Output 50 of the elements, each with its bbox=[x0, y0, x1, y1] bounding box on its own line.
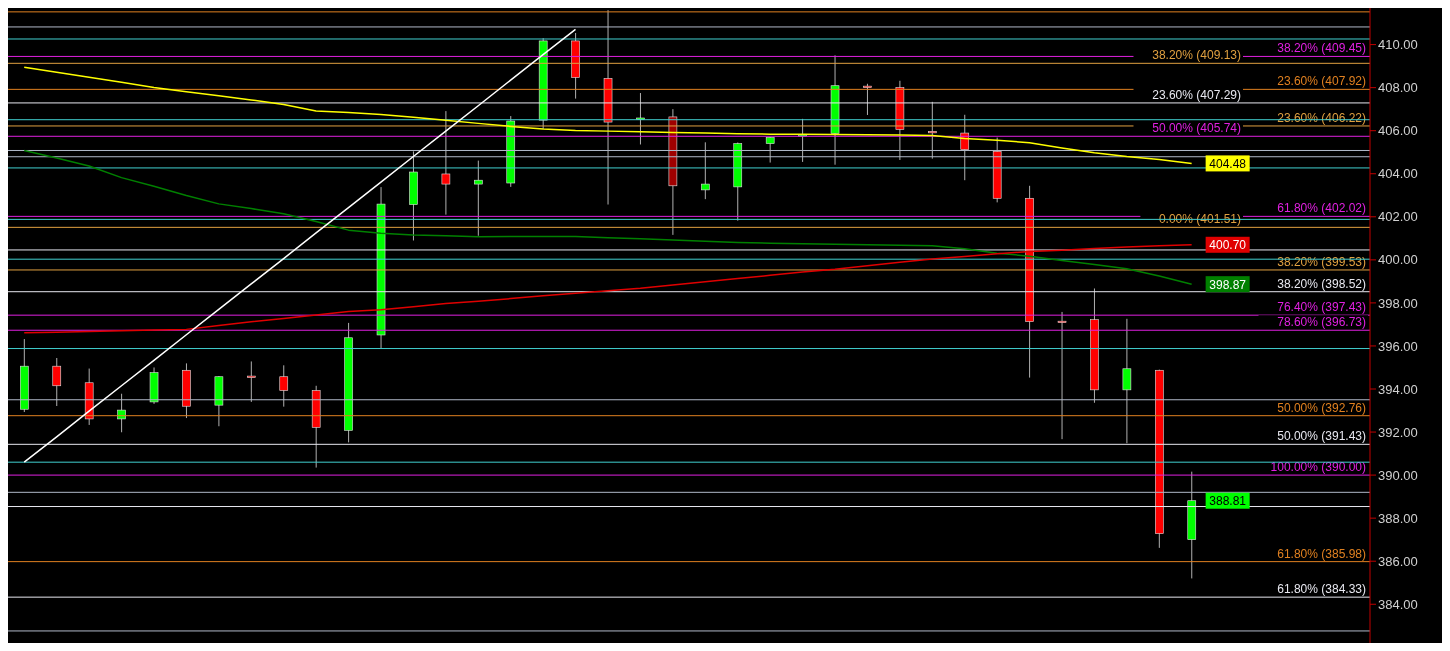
candlestick bbox=[701, 141, 710, 200]
candlestick bbox=[928, 101, 937, 160]
annotation: 398.87 bbox=[1209, 277, 1247, 292]
ref-line-label: 23.60% (407.92) bbox=[1277, 74, 1366, 89]
y-tick-label: 386.00 bbox=[1378, 553, 1418, 569]
ref-line-label: 50.00% (391.43) bbox=[1277, 429, 1366, 444]
ref-line-label: 38.20% (409.13) bbox=[1152, 48, 1241, 63]
candlestick bbox=[474, 160, 483, 237]
candlestick bbox=[1057, 311, 1067, 440]
line-series bbox=[23, 244, 1193, 334]
candlestick bbox=[52, 357, 62, 407]
y-tick-label: 400.00 bbox=[1378, 252, 1418, 268]
ref-line-label: 38.20% (398.52) bbox=[1277, 276, 1366, 291]
candlestick bbox=[279, 364, 289, 408]
y-tick-label: 402.00 bbox=[1378, 209, 1418, 225]
annotation: 400.70 bbox=[1209, 238, 1247, 253]
line-series bbox=[23, 28, 577, 463]
ref-line-label: 23.60% (407.29) bbox=[1152, 87, 1241, 102]
ref-line-label: 78.60% (396.73) bbox=[1277, 315, 1366, 330]
y-tick-label: 388.00 bbox=[1378, 510, 1418, 526]
candlestick bbox=[863, 83, 872, 116]
candlestick bbox=[960, 114, 970, 181]
ref-line-label: 50.00% (405.74) bbox=[1152, 121, 1241, 136]
ref-line-label: 100.00% (390.00) bbox=[1270, 460, 1366, 475]
ref-line-label: 50.00% (392.76) bbox=[1277, 400, 1366, 415]
y-tick-label: 398.00 bbox=[1378, 295, 1418, 311]
ref-line-label: 61.80% (402.02) bbox=[1277, 201, 1366, 216]
ref-line-label: 61.80% (385.98) bbox=[1277, 546, 1366, 561]
annotation: 404.48 bbox=[1209, 156, 1247, 171]
candlestick bbox=[636, 92, 645, 145]
candlestick bbox=[441, 110, 451, 216]
ref-line-label: 61.80% (384.33) bbox=[1277, 582, 1366, 597]
ref-line-label: 38.20% (409.45) bbox=[1277, 41, 1366, 56]
candlestick bbox=[117, 393, 126, 433]
y-tick-label: 406.00 bbox=[1378, 123, 1418, 139]
y-tick-label: 390.00 bbox=[1378, 467, 1418, 483]
y-tick-label: 410.00 bbox=[1378, 37, 1418, 53]
line-series bbox=[23, 66, 1193, 165]
y-tick-label: 384.00 bbox=[1378, 596, 1418, 612]
candlestick bbox=[765, 136, 775, 164]
candlestick bbox=[1122, 318, 1132, 444]
y-tick-label: 394.00 bbox=[1378, 381, 1418, 397]
candlestick bbox=[247, 360, 256, 403]
y-tick-label: 396.00 bbox=[1378, 338, 1418, 354]
y-tick-label: 408.00 bbox=[1378, 80, 1418, 96]
annotation: 388.81 bbox=[1209, 494, 1247, 509]
y-tick-label: 404.00 bbox=[1378, 166, 1418, 182]
y-tick-label: 392.00 bbox=[1378, 424, 1418, 440]
ref-line-label: 76.40% (397.43) bbox=[1277, 300, 1366, 315]
line-series bbox=[23, 149, 1193, 285]
